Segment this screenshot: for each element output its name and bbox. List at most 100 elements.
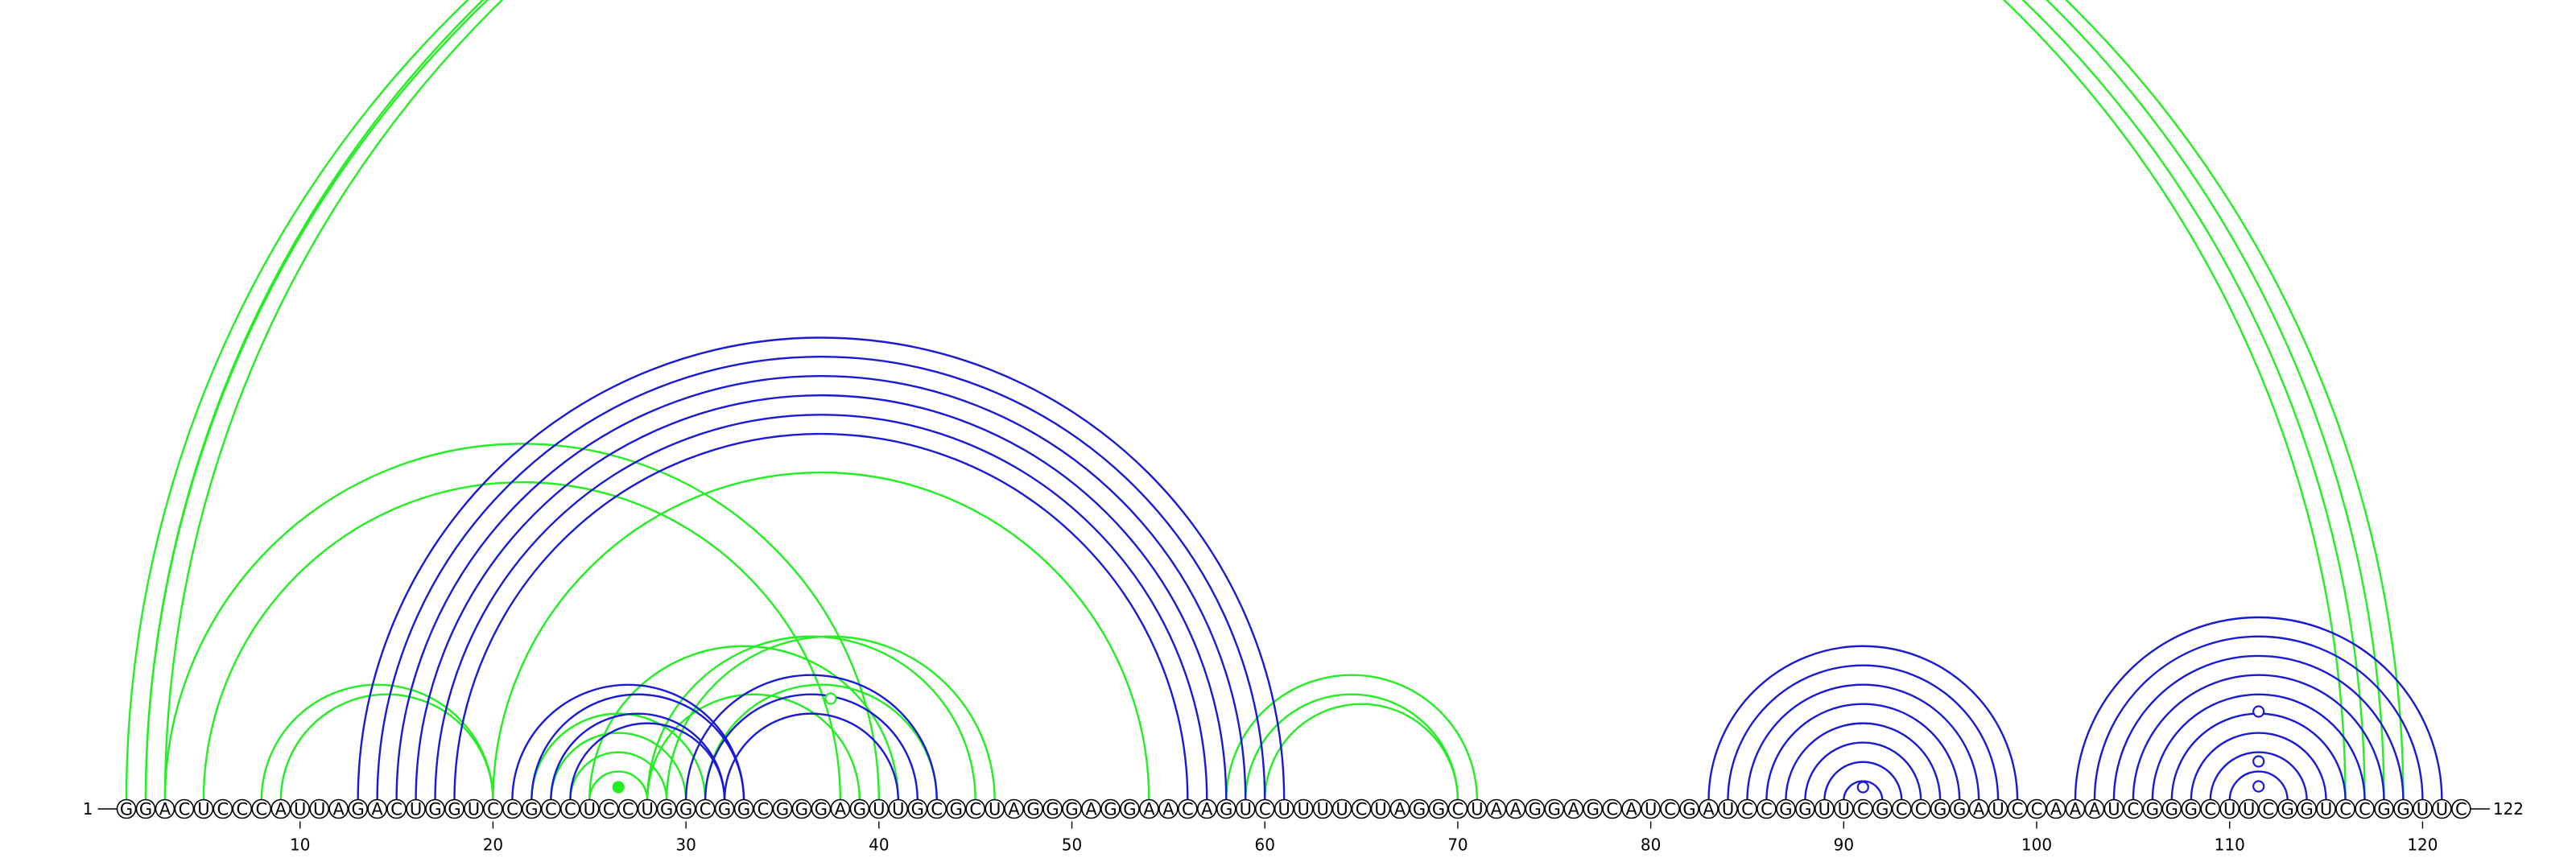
nucleotide-letter: C [758,800,770,819]
nucleotide-letter: G [1413,800,1426,819]
nucleotide-43: C [927,798,947,819]
nucleotide-circle [290,798,311,819]
arc-28-45 [646,635,976,801]
nucleotide-letter: C [390,800,402,819]
nucleotide-letter: C [1664,800,1676,819]
nucleotide-circle [598,798,619,819]
nucleotide-circle [733,798,754,819]
nucleotide-circle [1351,798,1372,819]
arc-markers [612,692,2265,794]
arc-104-119 [2112,654,2405,801]
nucleotide-letter: C [2031,800,2043,819]
nucleotide-circle [367,798,387,819]
nucleotide-14: A [367,798,387,819]
nucleotide-81: C [1660,798,1680,819]
nucleotide-circle [309,798,330,819]
nucleotide-circle [2297,798,2317,819]
nucleotide-97: A [1968,798,1989,819]
nucleotide-92: G [1872,798,1893,819]
nucleotide-18: G [444,798,464,819]
arc-20-54 [492,471,1150,801]
nucleotide-circle [1525,798,1546,819]
nucleotide-circle [675,798,696,819]
nucleotide-letter: C [2359,800,2371,819]
nucleotide-letter: G [1104,800,1117,819]
nucleotide-letter: U [1316,800,1328,819]
nucleotide-letter: C [1259,800,1271,819]
nucleotide-74: G [1525,798,1546,819]
nucleotide-circle [1853,798,1873,819]
nucleotide-letter: C [545,800,557,819]
nucleotide-letter: U [1374,800,1386,819]
tick-label-110: 110 [2215,835,2245,855]
nucleotide-letter: U [468,800,480,819]
nucleotide-letter: C [236,800,248,819]
nucleotide-letter: A [1201,800,1213,819]
nucleotide-letter: G [1220,800,1232,819]
nucleotide-circle [541,798,561,819]
nucleotide-23: C [541,798,561,819]
nucleotide-letter: A [1973,800,1985,819]
nucleotide-letter: C [217,800,229,819]
nucleotide-letter: A [275,800,287,819]
arc-30-43 [684,674,938,801]
arc-22-33 [530,693,745,801]
nucleotide-6: C [213,798,233,819]
nucleotide-85: C [1737,798,1757,819]
nucleotide-94: C [1910,798,1931,819]
nucleotide-circle [502,798,522,819]
arc-32-41 [723,712,899,801]
nucleotide-letter: G [139,800,152,819]
nucleotide-61: U [1274,798,1294,819]
arc-9-20 [279,693,494,801]
nucleotide-79: A [1621,798,1641,819]
arc-marker-111-low [2252,780,2265,793]
nucleotide-letter: G [737,800,750,819]
nucleotide-40: U [869,798,890,819]
nucleotide-letter: A [1510,800,1522,819]
nucleotide-105: C [2123,798,2144,819]
nucleotide-letter: A [159,800,171,819]
nucleotide-45: C [965,798,985,819]
nucleotide-letter: C [969,800,981,819]
nucleotide-108: G [2181,798,2202,819]
nucleotide-circle [1679,798,1699,819]
nucleotide-circle [1486,798,1507,819]
arc-103-120 [2093,635,2424,801]
nucleotide-circle [1872,798,1893,819]
nucleotide-letter: G [448,800,460,819]
nucleotide-letter: U [2107,800,2120,819]
nucleotide-47: A [1004,798,1024,819]
arc-1-116 [126,0,2346,801]
nucleotide-5: U [193,798,214,819]
nucleotide-letter: U [1240,800,1252,819]
nucleotide-circle [1757,798,1777,819]
nucleotide-letter: U [2223,800,2235,819]
arc-31-42 [704,693,919,801]
nucleotide-letter: C [1896,800,1908,819]
nucleotide-circle [1891,798,1912,819]
nucleotide-circle [1389,798,1410,819]
nucleotide-76: A [1563,798,1584,819]
nucleotide-circle [1428,798,1449,819]
nucleotide-66: U [1370,798,1391,819]
nucleotide-118: G [2374,798,2394,819]
nucleotide-95: G [1930,798,1951,819]
arc-2-118 [144,0,2385,801]
nucleotide-93: C [1891,798,1912,819]
nucleotide-17: G [425,798,445,819]
nucleotide-circle [348,798,368,819]
nucleotide-80: U [1641,798,1661,819]
nucleotide-letter: C [1452,800,1464,819]
nucleotide-112: C [2258,798,2278,819]
nucleotide-letter: U [1722,800,1734,819]
nucleotide-circle [2355,798,2375,819]
nucleotide-circle [1274,798,1294,819]
nucleotide-circle [1081,798,1101,819]
nucleotide-circle [444,798,464,819]
nucleotide-46: U [985,798,1005,819]
nucleotide-circle [1409,798,1430,819]
nucleotide-letter: G [1953,800,1966,819]
arc-3-119 [163,0,2405,801]
nucleotide-circle [1968,798,1989,819]
